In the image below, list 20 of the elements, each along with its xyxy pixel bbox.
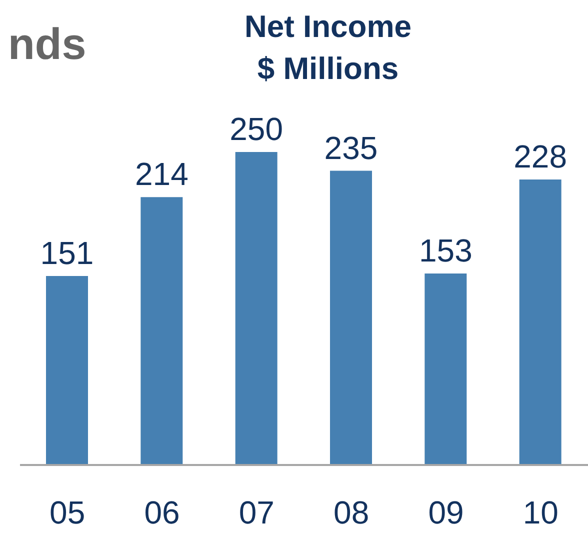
data-label: 151 — [40, 234, 94, 271]
x-tick-label: 06 — [144, 494, 180, 531]
x-tick-label: 07 — [238, 494, 274, 531]
data-label: 214 — [134, 156, 188, 192]
data-label: 228 — [514, 138, 568, 175]
chart-title: Net Income $ Millions — [243, 8, 413, 88]
text: nds — [8, 20, 86, 70]
x-tick-label: 09 — [428, 494, 464, 531]
x-tick-label: 10 — [522, 494, 558, 531]
data-label: 250 — [230, 111, 284, 147]
bar — [140, 197, 183, 465]
bar — [330, 170, 372, 465]
bar — [46, 276, 88, 465]
data-label: 235 — [324, 130, 378, 166]
bar — [519, 180, 562, 465]
x-tick-label: 08 — [334, 494, 370, 531]
bar — [235, 152, 278, 465]
data-label: 153 — [418, 232, 472, 268]
x-tick-label: 05 — [50, 494, 86, 531]
bar — [424, 273, 467, 465]
